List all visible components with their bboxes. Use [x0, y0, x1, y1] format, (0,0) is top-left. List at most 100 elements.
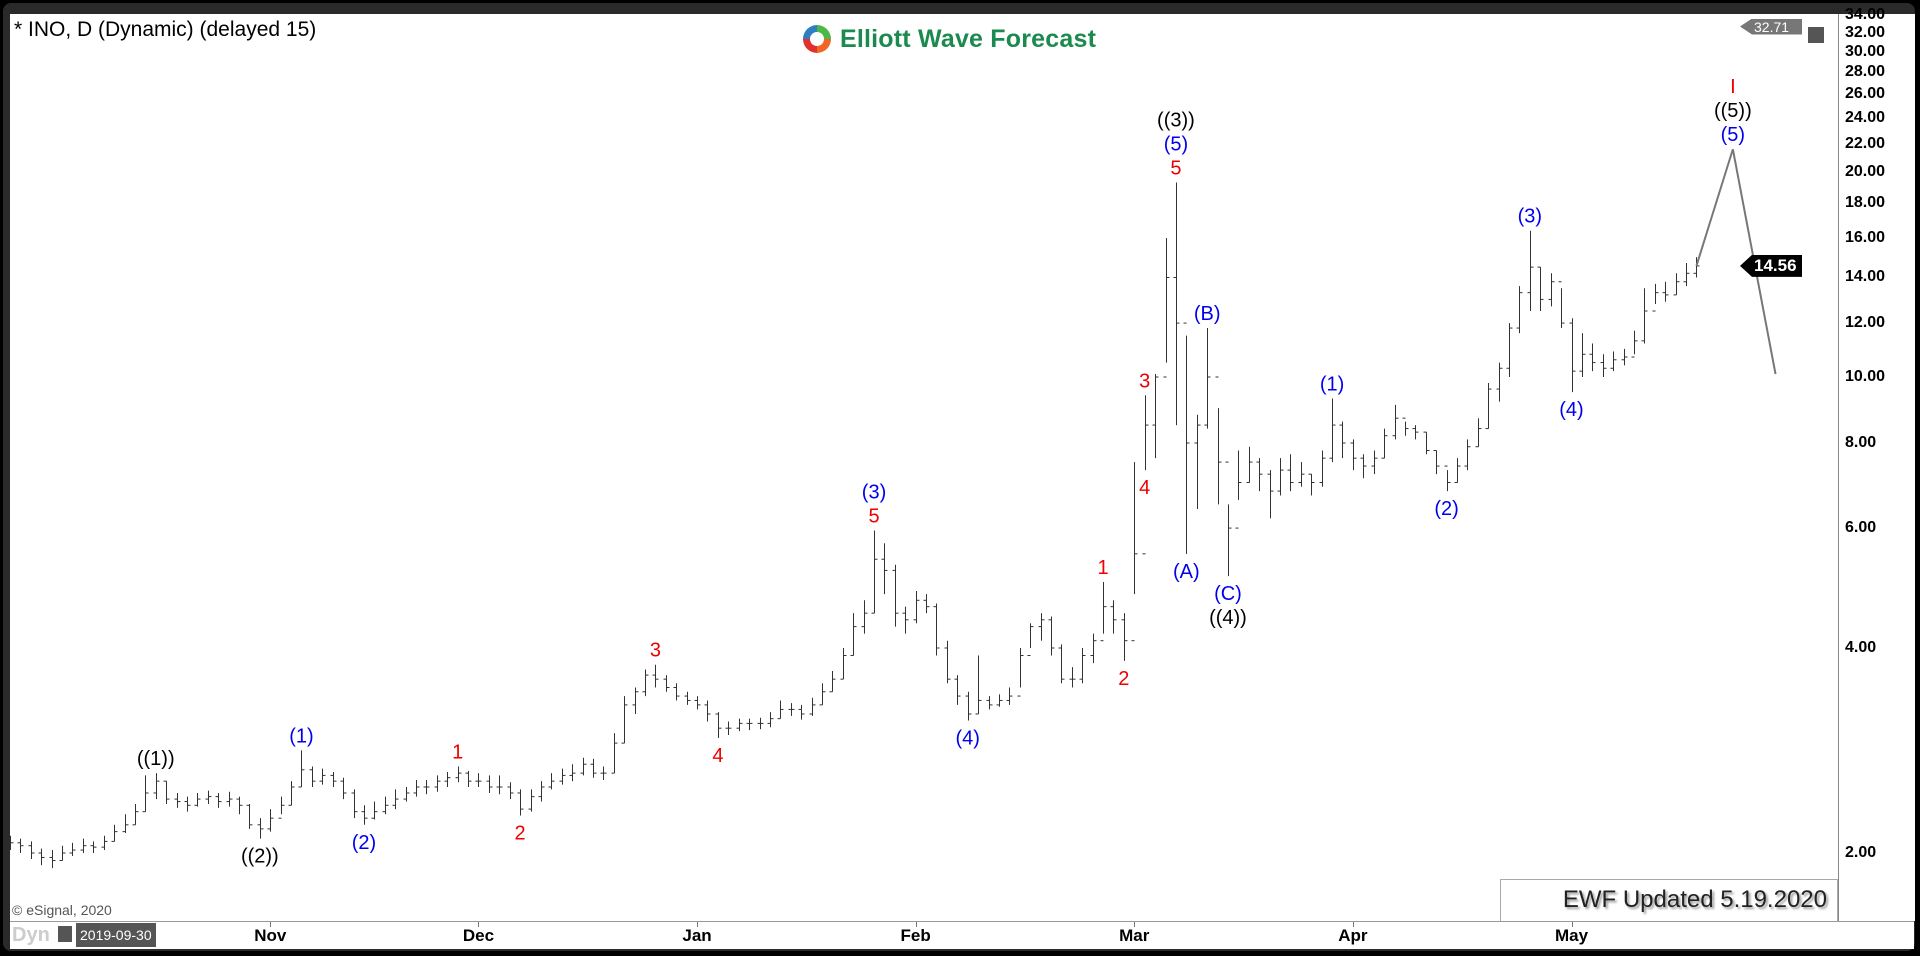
wave-label: 2: [1118, 668, 1129, 690]
ohlc-bar: [49, 850, 56, 869]
price-axis[interactable]: 2.00 4.00 6.00 8.00 10.00 12.00 14.00 16.00 18.0…: [1838, 7, 1915, 921]
ohlc-bar: [1287, 454, 1294, 492]
ohlc-bar: [1475, 418, 1482, 448]
ohlc-bar: [1412, 425, 1419, 440]
ohlc-bar: [1444, 465, 1451, 492]
ohlc-bar: [892, 564, 899, 627]
ohlc-bar: [559, 768, 566, 785]
ohlc-bar: [757, 717, 764, 730]
ohlc-bar: [725, 721, 732, 736]
ohlc-bar: [881, 543, 888, 595]
ohlc-bar: [809, 697, 816, 716]
logo-text: Elliott Wave Forecast: [840, 24, 1097, 53]
wave-label: 1: [1097, 557, 1108, 579]
ohlc-bar: [1548, 273, 1555, 307]
ohlc-bar: [423, 779, 430, 795]
lock-icon[interactable]: [58, 926, 72, 942]
restore-window-icon[interactable]: [1808, 27, 1824, 43]
month-label: Feb: [900, 926, 931, 945]
ohlc-bar: [1204, 328, 1211, 429]
ohlc-bar: [1267, 470, 1274, 519]
wave-label: 4: [712, 745, 723, 767]
wave-label: 2: [515, 823, 526, 845]
wave-label: (2): [352, 832, 376, 854]
ohlc-bar: [444, 772, 451, 788]
wave-label: (A): [1173, 561, 1200, 583]
wave-label: (4): [1559, 399, 1583, 421]
y-tick-label: 22.00: [1845, 134, 1886, 152]
ohlc-bar: [684, 691, 691, 705]
ohlc-bar: [413, 779, 420, 797]
update-text: EWF Updated 5.19.2020: [1562, 886, 1827, 913]
ohlc-bar: [163, 780, 170, 805]
wave-label: (B): [1194, 303, 1221, 325]
dyn-label: Dyn: [12, 924, 50, 946]
ohlc-bar: [1423, 431, 1430, 455]
wave-label: ((4)): [1209, 607, 1247, 629]
y-tick-label: 28.00: [1845, 63, 1886, 81]
ohlc-bar: [1621, 348, 1628, 366]
ohlc-bar: [1589, 343, 1596, 372]
y-tick-label: 24.00: [1845, 109, 1886, 127]
ohlc-bar: [1339, 421, 1346, 459]
ohlc-bar: [861, 600, 868, 634]
ohlc-bar: [205, 790, 212, 805]
ohlc-bar: [1569, 318, 1576, 393]
ohlc-bar: [1027, 623, 1034, 656]
ohlc-bar: [226, 791, 233, 807]
ohlc-bar: [1558, 281, 1565, 329]
ohlc-bar: [1402, 417, 1409, 436]
wave-label: (2): [1434, 498, 1458, 520]
ohlc-bar: [1308, 473, 1315, 496]
wave-label: 5: [1170, 158, 1181, 180]
ohlc-bar: [965, 691, 972, 721]
month-tick: [915, 922, 917, 927]
ohlc-bar: [236, 796, 243, 815]
wave-label: (4): [955, 728, 979, 750]
month-tick: [697, 922, 699, 927]
wave-label: ((1)): [137, 748, 175, 770]
ohlc-bar: [704, 700, 711, 722]
ohlc-bar: [829, 671, 836, 693]
y-tick-label: 30.00: [1845, 43, 1886, 61]
ohlc-bar: [455, 766, 462, 783]
price-marker: 14.56: [1740, 254, 1802, 277]
y-tick-label: 34.00: [1845, 6, 1886, 24]
ohlc-bar: [319, 768, 326, 785]
wave-label: 5: [868, 506, 879, 528]
ohlc-bar: [1631, 330, 1638, 358]
ohlc-bar: [1079, 648, 1086, 684]
y-tick-label: 8.00: [1845, 434, 1877, 451]
ohlc-bar: [694, 696, 701, 710]
y-tick-label: 14.00: [1845, 268, 1886, 286]
ohlc-bar: [1319, 450, 1326, 487]
ohlc-bar: [1048, 616, 1055, 656]
ohlc-bar: [777, 700, 784, 720]
price-marker: 32.71: [1740, 18, 1802, 35]
ohlc-bar: [819, 683, 826, 706]
ohlc-bar: [1641, 288, 1648, 344]
ohlc-bar: [1256, 458, 1263, 492]
ohlc-bar: [257, 818, 264, 839]
ohlc-bar: [17, 838, 24, 853]
ohlc-bar: [1131, 462, 1138, 642]
ohlc-bar: [621, 696, 628, 744]
ohlc-bar: [403, 787, 410, 802]
ohlc-bar: [1142, 395, 1149, 555]
plot-area[interactable]: ((1)) ((2)) (1) (2) 1 2 3 4 5 (3) (4) 1 2 3 4 5 (5) ((3))…: [10, 14, 1838, 921]
wave-label: 1: [452, 741, 463, 763]
ohlc-bar: [1225, 461, 1232, 577]
ohlc-bar: [944, 640, 951, 684]
time-axis[interactable]: Dyn 2019-09-30 Nov Dec Jan Feb Mar Apr May: [10, 921, 1914, 949]
month-label: Dec: [462, 926, 495, 945]
ohlc-bar: [1579, 333, 1586, 378]
price-markers: 14.56 32.71: [1740, 14, 1802, 921]
ohlc-bar: [923, 594, 930, 614]
ohlc-bar: [538, 781, 545, 802]
ohlc-bar: [330, 772, 337, 788]
y-tick-label: 20.00: [1845, 163, 1886, 180]
ohlc-bar: [1537, 266, 1544, 312]
month-tick: [1571, 922, 1573, 927]
ohlc-bar: [101, 835, 108, 851]
y-tick-label: 16.00: [1845, 229, 1886, 246]
